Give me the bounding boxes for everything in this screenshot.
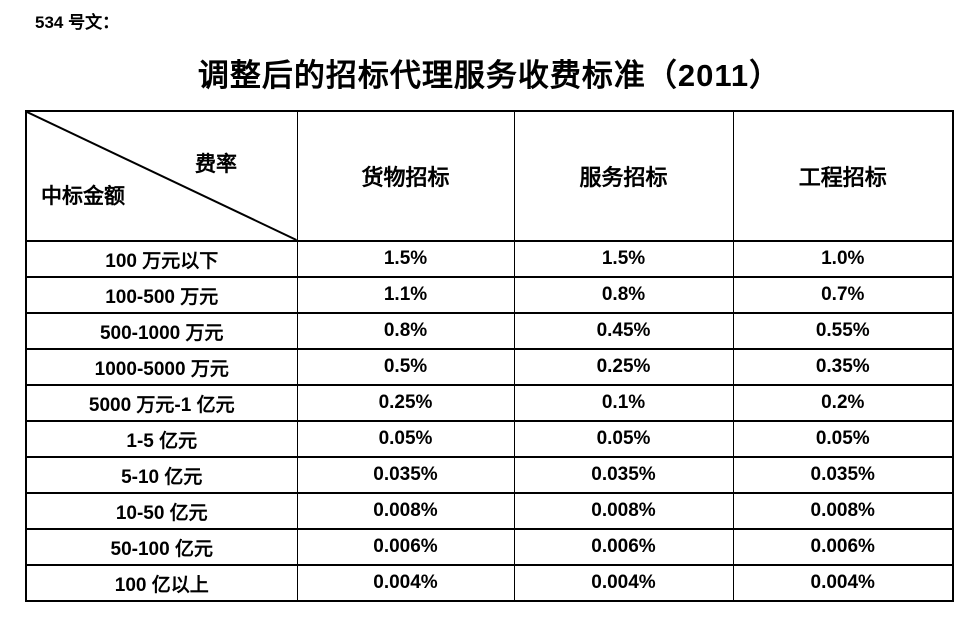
fee-value: 1.0% bbox=[732, 240, 954, 278]
fee-value: 0.008% bbox=[513, 492, 734, 530]
table-row: 100-500 万元 1.1% 0.8% 0.7% bbox=[25, 276, 954, 314]
fee-value: 0.006% bbox=[732, 528, 954, 566]
table-row: 50-100 亿元 0.006% 0.006% 0.006% bbox=[25, 528, 954, 566]
fee-value: 0.05% bbox=[732, 420, 954, 458]
row-label: 5-10 亿元 bbox=[25, 456, 298, 494]
fee-value: 0.004% bbox=[732, 564, 954, 602]
fee-value: 0.035% bbox=[296, 456, 515, 494]
row-label: 50-100 亿元 bbox=[25, 528, 298, 566]
fee-value: 0.006% bbox=[296, 528, 515, 566]
fee-value: 0.8% bbox=[296, 312, 515, 350]
table-header-row: 费率 中标金额 货物招标 服务招标 工程招标 bbox=[25, 110, 954, 242]
fee-value: 0.035% bbox=[732, 456, 954, 494]
table-row: 100 万元以下 1.5% 1.5% 1.0% bbox=[25, 240, 954, 278]
column-header-services: 服务招标 bbox=[513, 110, 734, 242]
fee-table: 费率 中标金额 货物招标 服务招标 工程招标 100 万元以下 1.5% 1.5… bbox=[25, 110, 954, 602]
row-label: 1-5 亿元 bbox=[25, 420, 298, 458]
fee-value: 0.5% bbox=[296, 348, 515, 386]
fee-value: 1.5% bbox=[513, 240, 734, 278]
fee-value: 0.008% bbox=[296, 492, 515, 530]
row-label: 100 万元以下 bbox=[25, 240, 298, 278]
table-row: 1-5 亿元 0.05% 0.05% 0.05% bbox=[25, 420, 954, 458]
doc-number-label: 534 号文： bbox=[35, 13, 120, 32]
corner-label-amount: 中标金额 bbox=[41, 185, 125, 208]
fee-value: 0.006% bbox=[513, 528, 734, 566]
corner-cell: 费率 中标金额 bbox=[25, 110, 298, 242]
corner-label-rate: 费率 bbox=[195, 153, 237, 176]
page-title: 调整后的招标代理服务收费标准（2011） bbox=[197, 58, 782, 93]
column-header-goods: 货物招标 bbox=[296, 110, 515, 242]
fee-value: 0.035% bbox=[513, 456, 734, 494]
fee-value: 0.8% bbox=[513, 276, 734, 314]
fee-value: 0.45% bbox=[513, 312, 734, 350]
row-label: 10-50 亿元 bbox=[25, 492, 298, 530]
row-label: 100 亿以上 bbox=[25, 564, 298, 602]
fee-value: 0.55% bbox=[732, 312, 954, 350]
fee-value: 0.1% bbox=[513, 384, 734, 422]
diagonal-divider-line bbox=[27, 112, 297, 240]
row-label: 1000-5000 万元 bbox=[25, 348, 298, 386]
table-row: 1000-5000 万元 0.5% 0.25% 0.35% bbox=[25, 348, 954, 386]
table-row: 500-1000 万元 0.8% 0.45% 0.55% bbox=[25, 312, 954, 350]
fee-value: 0.004% bbox=[513, 564, 734, 602]
fee-value: 0.2% bbox=[732, 384, 954, 422]
table-row: 100 亿以上 0.004% 0.004% 0.004% bbox=[25, 564, 954, 602]
table-row: 10-50 亿元 0.008% 0.008% 0.008% bbox=[25, 492, 954, 530]
fee-value: 1.5% bbox=[296, 240, 515, 278]
row-label: 100-500 万元 bbox=[25, 276, 298, 314]
table-row: 5000 万元-1 亿元 0.25% 0.1% 0.2% bbox=[25, 384, 954, 422]
fee-value: 0.25% bbox=[513, 348, 734, 386]
fee-value: 0.25% bbox=[296, 384, 515, 422]
fee-value: 0.008% bbox=[732, 492, 954, 530]
fee-value: 0.05% bbox=[296, 420, 515, 458]
row-label: 5000 万元-1 亿元 bbox=[25, 384, 298, 422]
row-label: 500-1000 万元 bbox=[25, 312, 298, 350]
column-header-engineering: 工程招标 bbox=[732, 110, 954, 242]
fee-value: 0.004% bbox=[296, 564, 515, 602]
fee-value: 0.05% bbox=[513, 420, 734, 458]
fee-value: 0.35% bbox=[732, 348, 954, 386]
fee-value: 1.1% bbox=[296, 276, 515, 314]
table-row: 5-10 亿元 0.035% 0.035% 0.035% bbox=[25, 456, 954, 494]
fee-value: 0.7% bbox=[732, 276, 954, 314]
